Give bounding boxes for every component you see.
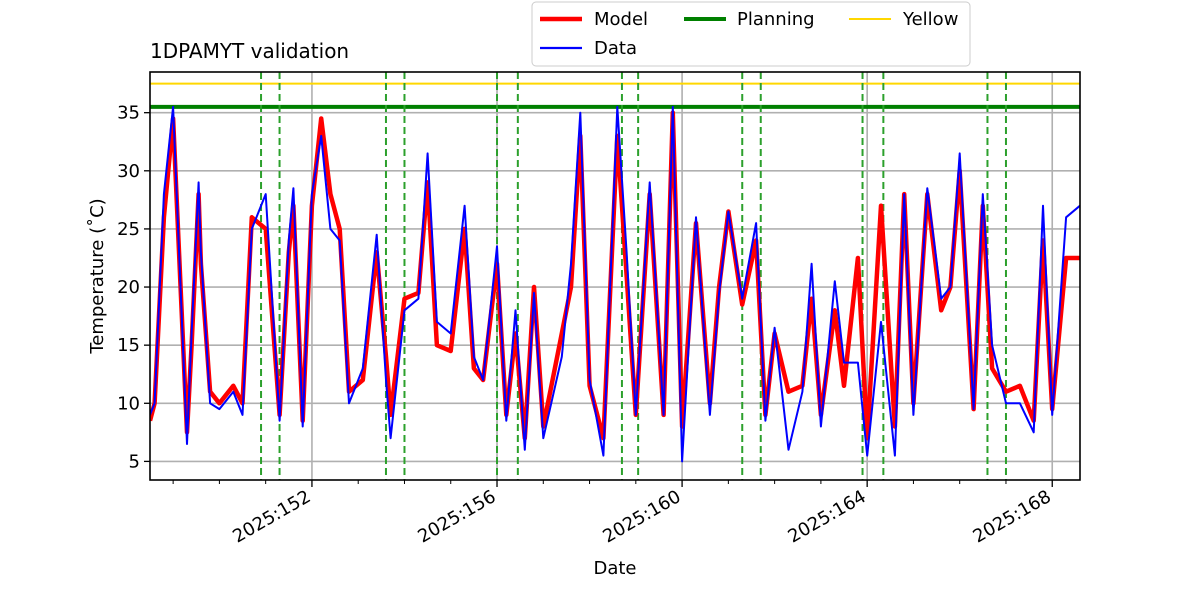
y-tick-label: 25 [117,219,140,240]
legend-label-yellow: Yellow [902,9,958,30]
y-tick-label: 10 [117,393,140,414]
chart-title: 1DPAMYT validation [150,39,349,63]
legend-label-planning: Planning [737,9,815,30]
x-tick-label: 2025:160 [599,486,684,547]
legend-label-model: Model [594,9,648,30]
series-line-data [150,105,1080,463]
y-tick-label: 30 [117,161,140,182]
x-tick-label: 2025:164 [784,486,869,547]
x-tick-label: 2025:156 [414,486,499,547]
y-tick-label: 15 [117,335,140,356]
y-tick-label: 35 [117,103,140,124]
y-tick-label: 5 [129,451,140,472]
y-tick-label: 20 [117,277,140,298]
x-tick-label: 2025:168 [970,486,1055,547]
plot-frame [149,71,1081,481]
legend-label-data: Data [594,38,637,59]
x-axis-label: Date [593,558,636,579]
y-axis-label: Temperature (˚C) [87,198,108,354]
legend: Model Data Planning Yellow [531,1,971,67]
plot-area: 5 10 15 20 25 30 35 2025:152 2025:156 2025:160 202… [117,71,1081,547]
x-tick-label: 2025:152 [229,486,314,547]
